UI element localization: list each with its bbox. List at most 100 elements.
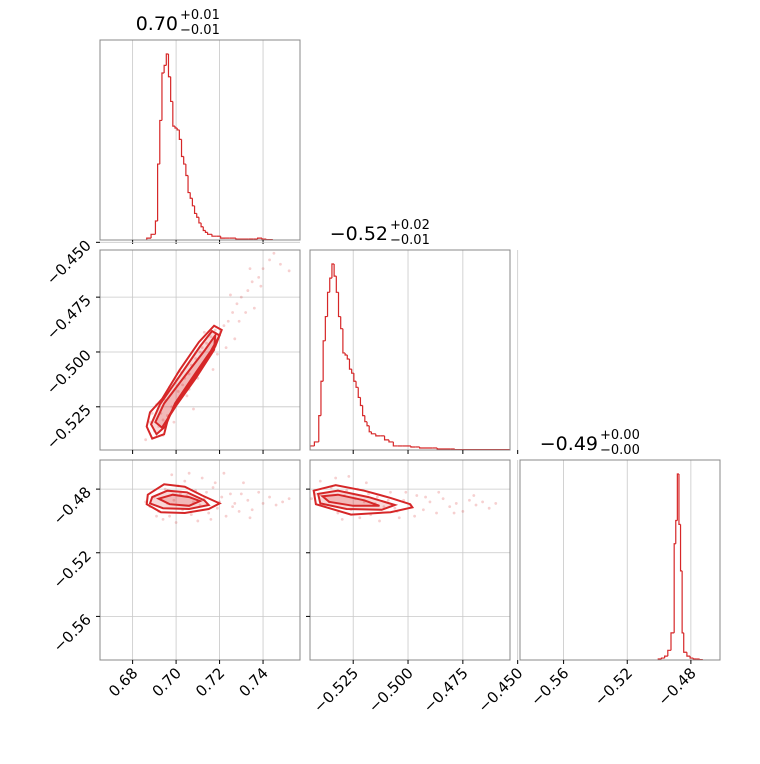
histogram-bin bbox=[344, 352, 348, 356]
histogram-bin bbox=[320, 380, 324, 416]
sample-point bbox=[448, 505, 452, 509]
histogram-bin bbox=[193, 205, 197, 215]
sample-point bbox=[213, 328, 217, 332]
sample-point bbox=[250, 508, 254, 512]
histogram-bin bbox=[189, 192, 193, 199]
histogram-bin bbox=[686, 652, 691, 657]
histogram-bin bbox=[348, 359, 352, 370]
histogram-bin bbox=[660, 657, 665, 660]
sample-point bbox=[205, 490, 208, 494]
sample-point bbox=[472, 494, 476, 497]
sample-point bbox=[347, 474, 351, 478]
sample-point bbox=[415, 494, 419, 497]
histogram-bin bbox=[410, 445, 416, 448]
panel-frame bbox=[99, 249, 301, 451]
histogram-bin bbox=[172, 101, 175, 127]
sample-point bbox=[229, 492, 232, 496]
sample-point bbox=[441, 497, 445, 501]
x-tick-label: −0.48 bbox=[654, 664, 699, 709]
histogram-bin bbox=[355, 381, 359, 388]
histogram-title-upper: +0.00 bbox=[600, 428, 640, 443]
sample-point bbox=[261, 502, 265, 505]
sample-point bbox=[428, 500, 432, 504]
histogram-steps bbox=[657, 473, 704, 660]
sample-point bbox=[161, 517, 165, 521]
histogram-bin bbox=[359, 397, 363, 407]
sample-point bbox=[163, 487, 167, 491]
sample-point bbox=[185, 394, 189, 398]
histogram-bin bbox=[357, 387, 361, 399]
x-tick-label: 0.72 bbox=[192, 664, 228, 700]
sample-point bbox=[172, 498, 176, 502]
histogram-bin bbox=[337, 292, 341, 318]
sample-point bbox=[310, 497, 313, 501]
x-tick-label: 0.68 bbox=[105, 664, 141, 700]
histogram-bin bbox=[207, 232, 212, 235]
histogram-title-lower: −0.01 bbox=[390, 233, 430, 248]
histogram-bin bbox=[187, 175, 191, 194]
sample-point bbox=[435, 511, 438, 515]
sample-point bbox=[144, 438, 148, 442]
sample-point bbox=[179, 492, 182, 496]
sample-point bbox=[421, 508, 425, 512]
sample-point bbox=[239, 492, 243, 496]
histogram-bin bbox=[329, 277, 332, 293]
histogram-bin bbox=[679, 524, 683, 572]
sample-point bbox=[364, 481, 368, 485]
x-tick-label: 0.74 bbox=[236, 664, 272, 700]
histogram-bin bbox=[340, 316, 343, 330]
histogram-panel-1: −0.52 +0.02−0.01 bbox=[309, 218, 519, 454]
density-content bbox=[144, 471, 291, 524]
histogram-bin bbox=[163, 64, 167, 73]
sample-point bbox=[393, 506, 397, 510]
sample-point bbox=[235, 302, 239, 306]
sample-point bbox=[279, 262, 282, 266]
histogram-bin bbox=[235, 238, 249, 240]
histogram-bin bbox=[675, 519, 678, 544]
sample-point bbox=[174, 521, 178, 524]
histogram-bin bbox=[170, 76, 173, 103]
sample-point bbox=[242, 481, 245, 485]
sample-point bbox=[259, 284, 263, 288]
sample-point bbox=[318, 479, 322, 483]
density-content bbox=[310, 474, 498, 523]
x-tick-label: 0.70 bbox=[149, 664, 185, 700]
sample-point bbox=[257, 490, 261, 494]
sample-point bbox=[454, 502, 458, 505]
histogram-bin bbox=[220, 236, 225, 239]
sample-point bbox=[187, 372, 191, 376]
histogram-bin bbox=[159, 119, 162, 165]
sample-point bbox=[274, 503, 278, 507]
histogram-bin bbox=[196, 213, 199, 218]
sample-point bbox=[161, 418, 165, 422]
sample-point bbox=[340, 517, 344, 521]
sample-point bbox=[378, 519, 381, 523]
contour-level bbox=[320, 493, 380, 507]
histogram-bin bbox=[161, 72, 165, 121]
histogram-bin bbox=[670, 632, 675, 651]
histogram-bin bbox=[689, 656, 694, 659]
sample-point bbox=[239, 295, 243, 299]
sample-point bbox=[287, 269, 291, 273]
histogram-bin bbox=[326, 291, 330, 317]
histogram-bin bbox=[346, 354, 350, 360]
sample-point bbox=[209, 335, 213, 339]
histogram-bin bbox=[313, 441, 319, 446]
histogram-title-upper: +0.02 bbox=[390, 218, 430, 233]
sample-point bbox=[207, 511, 211, 515]
x-tick-label: −0.450 bbox=[475, 664, 527, 716]
histogram-panel-0: 0.70 +0.01−0.01 bbox=[99, 8, 301, 244]
histogram-bin bbox=[310, 445, 315, 450]
sample-point bbox=[224, 514, 228, 518]
histogram-bin bbox=[664, 655, 668, 659]
sample-point bbox=[250, 280, 254, 284]
histogram-title-median: 0.70 bbox=[136, 13, 178, 35]
histogram-bin bbox=[667, 649, 671, 657]
sample-point bbox=[389, 490, 392, 494]
sample-point bbox=[246, 289, 250, 292]
sample-point bbox=[237, 509, 241, 513]
histogram-steps bbox=[146, 53, 274, 240]
sample-point bbox=[336, 511, 340, 515]
histogram-bin bbox=[324, 315, 328, 341]
sample-point bbox=[181, 383, 185, 387]
